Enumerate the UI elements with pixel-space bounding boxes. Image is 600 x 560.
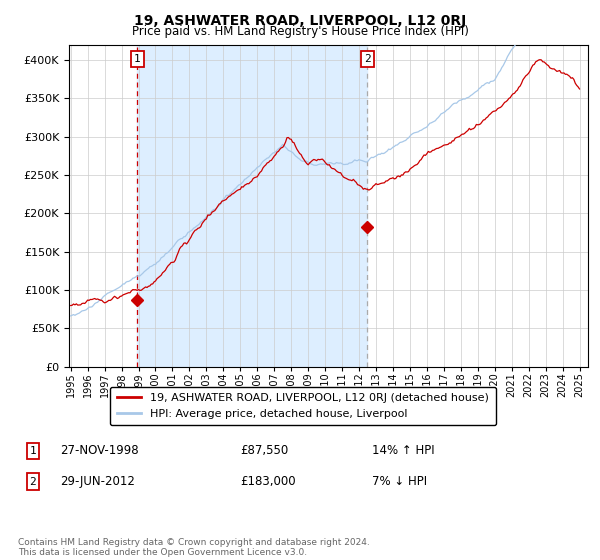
- Text: 14% ↑ HPI: 14% ↑ HPI: [372, 444, 434, 458]
- Legend: 19, ASHWATER ROAD, LIVERPOOL, L12 0RJ (detached house), HPI: Average price, deta: 19, ASHWATER ROAD, LIVERPOOL, L12 0RJ (d…: [110, 386, 496, 426]
- Text: 19, ASHWATER ROAD, LIVERPOOL, L12 0RJ: 19, ASHWATER ROAD, LIVERPOOL, L12 0RJ: [134, 14, 466, 28]
- Text: £183,000: £183,000: [240, 475, 296, 488]
- Text: 29-JUN-2012: 29-JUN-2012: [60, 475, 135, 488]
- Bar: [137, 45, 367, 367]
- Text: Contains HM Land Registry data © Crown copyright and database right 2024.
This d: Contains HM Land Registry data © Crown c…: [18, 538, 370, 557]
- Text: £87,550: £87,550: [240, 444, 288, 458]
- Text: 1: 1: [29, 446, 37, 456]
- Text: 2: 2: [29, 477, 37, 487]
- Text: 2: 2: [364, 54, 371, 64]
- Text: Price paid vs. HM Land Registry's House Price Index (HPI): Price paid vs. HM Land Registry's House …: [131, 25, 469, 38]
- Text: 1: 1: [134, 54, 140, 64]
- Text: 7% ↓ HPI: 7% ↓ HPI: [372, 475, 427, 488]
- Text: 27-NOV-1998: 27-NOV-1998: [60, 444, 139, 458]
